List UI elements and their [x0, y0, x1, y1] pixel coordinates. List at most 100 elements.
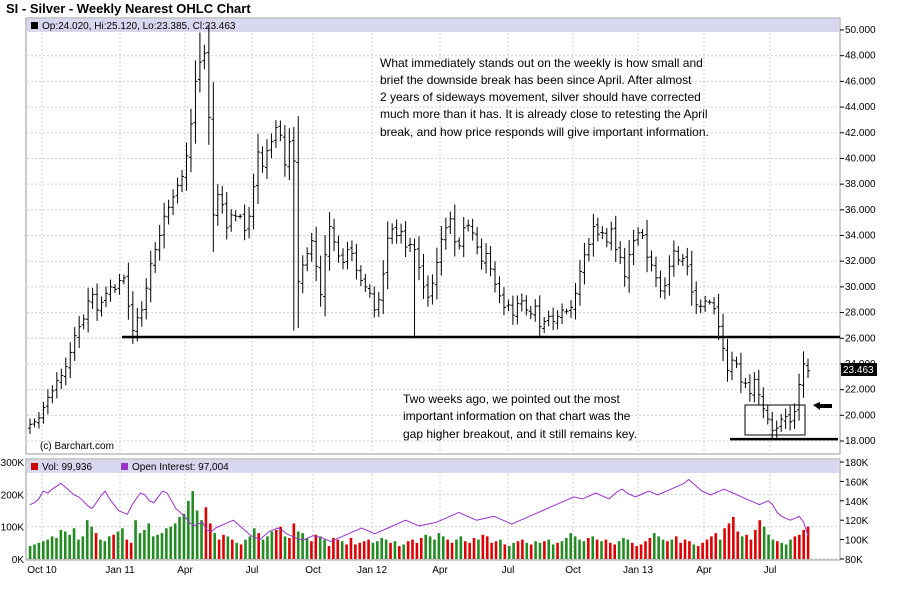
volume-bar — [129, 542, 133, 559]
ohlc-bar — [349, 240, 354, 262]
volume-bar — [283, 536, 287, 559]
ohlc-bar — [403, 221, 408, 257]
volume-legend-bar — [27, 460, 839, 473]
volume-bar — [173, 523, 177, 559]
ohlc-bar — [206, 25, 211, 145]
volume-bar — [336, 539, 340, 559]
last-price-label: 23.463 — [843, 365, 874, 376]
volume-bar — [28, 546, 32, 559]
ohlc-bar — [166, 199, 171, 225]
volume-bar — [187, 500, 190, 559]
ohlc-bar — [546, 310, 551, 327]
volume-bar — [609, 542, 612, 559]
volume-bar — [279, 526, 282, 559]
ohlc-bar — [117, 273, 122, 295]
volume-bar — [200, 520, 203, 559]
ohlc-bar — [501, 287, 506, 316]
x-tick-label: Apr — [696, 565, 712, 576]
ohlc-bar — [743, 377, 748, 389]
volume-bar — [582, 541, 586, 559]
volume-bar — [543, 541, 546, 559]
volume-bar — [318, 536, 322, 559]
ohlc-bar — [264, 139, 269, 179]
ohlc-bar — [394, 219, 399, 244]
consolidation-box — [744, 404, 806, 436]
ohlc-bar — [358, 265, 363, 287]
volume-bar — [802, 529, 806, 559]
volume-bar — [345, 544, 348, 559]
ohlc-bar — [153, 242, 158, 273]
volume-right-tick-label: 160K — [845, 477, 869, 488]
ohlc-bar — [50, 385, 55, 404]
ohlc-bar — [233, 210, 238, 222]
volume-bar — [622, 537, 625, 559]
volume-bar — [257, 533, 260, 559]
volume-bar — [538, 542, 542, 559]
volume-bar — [455, 539, 458, 559]
ohlc-bar — [658, 270, 663, 298]
volume-bar — [644, 541, 647, 559]
ohlc-bar — [238, 213, 243, 219]
volume-bar — [529, 544, 533, 559]
ohlc-bar — [488, 246, 493, 277]
volume-bar — [639, 544, 643, 559]
price-tick-label: 20.000 — [845, 410, 876, 421]
x-tick-label: Oct — [305, 565, 321, 576]
volume-right-axis: 180K 160K 140K 120K 100K 80K — [840, 458, 869, 566]
ohlc-bar — [649, 250, 654, 272]
volume-bar — [617, 541, 621, 559]
volume-bar — [411, 539, 414, 559]
volume-bar — [507, 546, 511, 559]
x-tick-label: Oct 10 — [27, 565, 57, 576]
ohlc-bar — [533, 299, 538, 322]
volume-bar — [230, 539, 234, 559]
ohlc-bar — [86, 287, 91, 333]
ohlc-bar — [591, 213, 596, 257]
ohlc-bar — [336, 235, 341, 263]
last-price-tag — [841, 363, 877, 376]
volume-bar — [389, 542, 392, 559]
x-tick-label: Apr — [177, 565, 193, 576]
ohlc-bar — [242, 204, 247, 241]
ohlc-bar — [734, 356, 739, 369]
ohlc-bar — [300, 255, 305, 294]
volume-bar — [37, 542, 41, 559]
volume-bar — [666, 541, 669, 559]
ohlc-bar — [309, 232, 314, 262]
x-tick-label: Jul — [764, 565, 777, 576]
ohlc-bar — [104, 286, 109, 308]
ohlc-bar — [354, 243, 359, 280]
price-tick-label: 18.000 — [845, 436, 876, 447]
volume-bar — [441, 536, 445, 559]
price-legend-swatch — [31, 22, 38, 29]
volume-bar — [178, 516, 181, 559]
ohlc-bar — [340, 248, 345, 270]
volume-bar — [806, 526, 810, 559]
volume-bar — [516, 541, 520, 559]
price-legend-bar — [27, 19, 839, 32]
ohlc-bar — [112, 284, 117, 293]
price-tick-label: 48.000 — [845, 51, 876, 62]
ohlc-bar — [162, 202, 167, 249]
ohlc-bar — [224, 192, 229, 240]
volume-bar — [248, 536, 252, 559]
ohlc-bar — [412, 238, 417, 339]
volume-bar — [222, 534, 225, 559]
open-interest-line — [29, 478, 809, 543]
x-tick-label: Oct — [565, 565, 581, 576]
volume-bar — [156, 534, 159, 559]
volume-bar — [371, 542, 375, 559]
ohlc-bar — [479, 238, 484, 270]
ohlc-bar — [600, 226, 605, 240]
volume-bar — [340, 541, 344, 559]
ohlc-bar — [81, 314, 86, 330]
ohlc-bar — [332, 218, 337, 252]
volume-bar — [591, 536, 595, 559]
ohlc-bar — [220, 185, 225, 214]
price-y-axis: 50.000 48.000 46.000 44.000 42.000 40.000 38.0… — [840, 25, 876, 447]
volume-bar — [46, 539, 49, 559]
ohlc-bar — [707, 299, 712, 305]
volume-bar — [472, 537, 476, 559]
ohlc-bar — [586, 237, 591, 262]
ohlc-bar — [466, 219, 471, 232]
